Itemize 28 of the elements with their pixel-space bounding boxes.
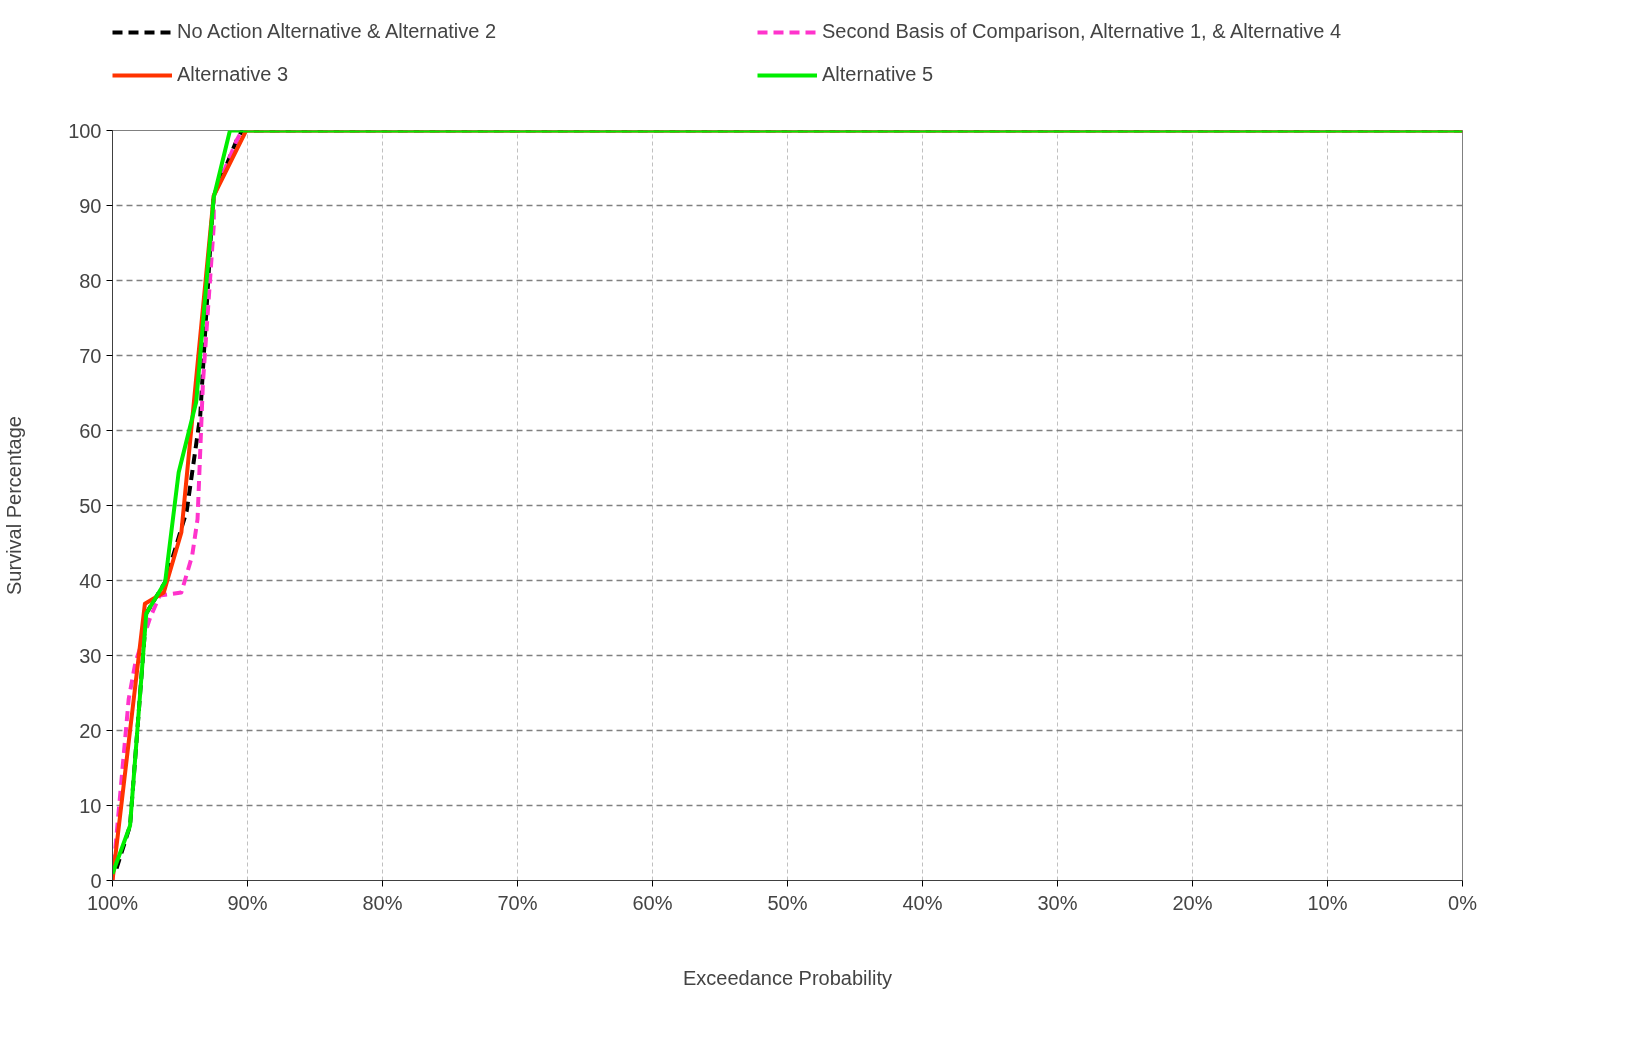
y-tick-label: 20 [79, 719, 102, 742]
legend-label: Alternative 3 [177, 63, 290, 86]
legend-label: Alternative 5 [822, 63, 935, 86]
x-tick-label: 70% [497, 891, 538, 914]
x-tick-label: 30% [1037, 891, 1078, 914]
y-tick-label: 30 [79, 644, 102, 667]
y-tick-label: 40 [79, 569, 102, 592]
x-tick-label: 0% [1448, 891, 1478, 914]
legend-label: No Action Alternative & Alternative 2 [177, 20, 498, 43]
y-tick-label: 90 [79, 194, 102, 217]
x-tick-label: 90% [227, 891, 268, 914]
x-tick-label: 10% [1307, 891, 1348, 914]
y-tick-label: 70 [79, 344, 102, 367]
legend-label: Second Basis of Comparison, Alternative 1, & Alternative 4 [822, 20, 1343, 43]
y-tick-label: 100 [68, 119, 102, 142]
x-tick-label: 80% [362, 891, 403, 914]
x-tick-label: 20% [1172, 891, 1213, 914]
y-tick-label: 60 [79, 419, 102, 442]
y-tick-label: 10 [79, 794, 102, 817]
x-tick-label: 50% [767, 891, 808, 914]
y-tick-label: 80 [79, 269, 102, 292]
x-axis-title: Exceedance Probability [682, 966, 893, 989]
y-tick-label: 0 [90, 869, 102, 892]
x-tick-label: 100% [86, 891, 139, 914]
x-tick-label: 60% [632, 891, 673, 914]
y-tick-label: 50 [79, 494, 102, 517]
x-tick-label: 40% [902, 891, 943, 914]
y-axis-title: Survival Percentage [3, 416, 26, 595]
